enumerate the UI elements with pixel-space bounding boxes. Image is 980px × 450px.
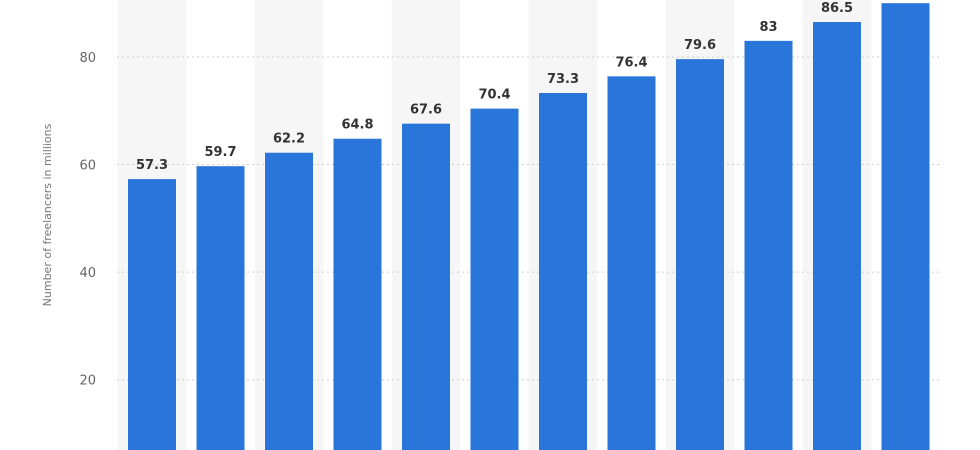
bar [128, 179, 176, 450]
y-tick-label: 80 [79, 51, 96, 66]
bar [676, 59, 724, 450]
data-label: 57.3 [136, 158, 168, 173]
bar [265, 152, 313, 450]
y-tick-label: 60 [79, 159, 96, 174]
data-label: 83 [759, 20, 777, 35]
y-axis-label: Number of freelancers in millions [41, 123, 54, 306]
bar [539, 93, 587, 450]
data-label: 70.4 [478, 88, 510, 103]
bar [813, 22, 861, 450]
data-label: 76.4 [615, 55, 647, 70]
data-label: 73.3 [547, 72, 579, 87]
gridlines [117, 56, 940, 381]
data-labels: 57.3 59.7 62.2 64.8 67.6 70.4 73.3 76.4 79.6 83 86… [136, 1, 853, 173]
data-label: 67.6 [410, 103, 442, 118]
bar [470, 108, 519, 450]
data-label: 79.6 [684, 38, 716, 53]
data-label: 64.8 [341, 118, 373, 133]
y-tick-label: 20 [79, 374, 96, 389]
data-label: 62.2 [273, 132, 305, 147]
data-label: 59.7 [204, 145, 236, 160]
bar [744, 40, 793, 450]
bar [881, 3, 930, 450]
bars [128, 3, 930, 450]
bar [196, 166, 245, 450]
y-axis-ticks: 20 40 60 80 [79, 51, 96, 389]
y-tick-label: 40 [79, 266, 96, 281]
bar [402, 123, 450, 450]
data-label: 86.5 [821, 1, 853, 16]
bar [607, 76, 656, 450]
bar [333, 138, 382, 450]
